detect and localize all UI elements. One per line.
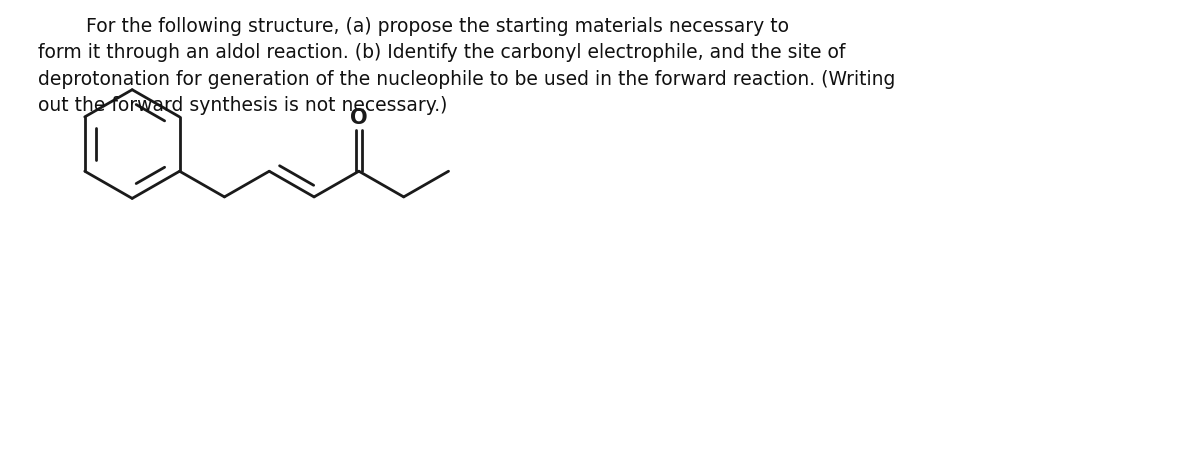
Text: For the following structure, (a) propose the starting materials necessary to
for: For the following structure, (a) propose… — [37, 17, 895, 115]
Text: O: O — [350, 108, 367, 128]
